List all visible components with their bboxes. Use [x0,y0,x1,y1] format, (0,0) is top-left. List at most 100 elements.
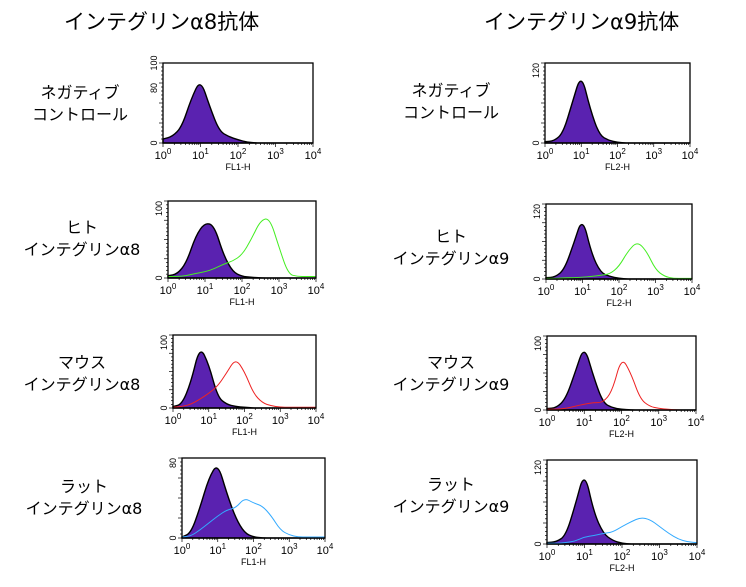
x-axis-label: FL2-H [609,563,634,573]
y-tick-label: 0 [149,140,159,145]
blue-histogram-line [547,517,698,544]
x-axis-label: FL2-H [605,162,630,172]
control-histogram-area [172,351,316,409]
x-tick-label: 100 [155,147,172,162]
histogram-a8-human: 0 100 100 101 102 103 104 FL1-H [143,193,336,319]
histogram-svg: 0 120 100 101 102 103 104 FL2-H [531,62,699,172]
x-tick-label: 104 [688,414,705,429]
y-tick-label: 100 [149,55,159,70]
x-tick-label: 104 [305,147,322,162]
y-tick-label: 0 [533,407,543,412]
x-tick-label: 101 [576,414,593,429]
histogram-a8-mouse: 0 100 100 101 102 103 104 FL1-H [148,327,336,449]
row-label-a9-human: ヒト インテグリンα9 [392,227,510,268]
x-tick-label: 104 [689,548,706,563]
histogram-a9-mouse: 0 100 100 101 102 103 104 FL2-H [522,328,716,451]
y-tick-label: 0 [531,140,541,145]
x-tick-label: 101 [574,283,591,298]
x-axis-label: FL1-H [241,557,266,567]
x-axis-label: FL2-H [609,429,634,439]
x-tick-label: 101 [197,282,214,297]
x-axis-label: FL1-H [229,297,254,307]
x-tick-label: 102 [230,147,247,162]
x-tick-label: 104 [684,283,701,298]
title-integrin-a8-antibody: インテグリンα8抗体 [64,10,260,34]
histogram-svg: 0 100 100 101 102 103 104 FL1-H [159,334,325,437]
y-tick-label: 120 [533,460,543,475]
y-tick-label: 80 [149,83,159,93]
x-tick-label: 100 [160,282,177,297]
control-histogram-area [162,84,313,144]
histogram-a9-rat: 0 120 100 101 102 103 104 FL2-H [522,452,717,585]
x-tick-label: 104 [317,542,334,557]
x-tick-label: 103 [647,283,664,298]
red-histogram-line [547,361,696,411]
control-histogram-area [167,223,316,279]
histogram-svg: 0 100 80 100 101 102 103 104 FL1-H [149,55,322,172]
y-tick-label: 100 [154,201,164,216]
x-tick-label: 103 [651,548,668,563]
histogram-a8-rat: 0 80 100 101 102 103 104 FL1-H [157,450,345,579]
x-tick-label: 101 [200,412,217,427]
x-tick-label: 100 [539,414,556,429]
row-label-a8-control: ネガティブ コントロール [31,83,129,124]
x-tick-label: 100 [538,283,555,298]
x-tick-label: 102 [614,548,631,563]
x-tick-label: 100 [174,542,191,557]
x-tick-label: 101 [573,147,590,162]
x-tick-label: 104 [682,147,699,162]
x-axis-label: FL1-H [232,427,257,437]
control-histogram-area [545,223,692,280]
x-tick-label: 100 [539,548,556,563]
row-label-a9-rat: ラット インテグリンα9 [392,475,510,516]
x-tick-label: 101 [209,542,226,557]
x-tick-label: 102 [609,147,626,162]
x-tick-label: 102 [236,412,253,427]
red-histogram-line [172,361,316,408]
x-axis-label: FL2-H [606,298,631,308]
x-tick-label: 103 [271,282,288,297]
x-tick-label: 103 [267,147,284,162]
y-tick-label: 120 [531,63,541,78]
green-histogram-line [167,218,316,277]
blue-histogram-line [181,499,325,538]
x-tick-label: 103 [272,412,289,427]
histogram-svg: 0 120 100 101 102 103 104 FL2-H [533,459,706,573]
row-label-a9-mouse: マウス インテグリンα9 [392,353,510,394]
histogram-svg: 0 120 100 101 102 103 104 FL2-H [532,203,701,308]
x-tick-label: 102 [245,542,262,557]
histogram-svg: 0 80 100 101 102 103 104 FL1-H [168,457,334,567]
row-label-a9-control: ネガティブ コントロール [402,81,500,122]
x-tick-label: 103 [281,542,298,557]
histogram-svg: 0 100 100 101 102 103 104 FL1-H [154,200,325,307]
y-tick-label: 80 [168,458,178,468]
x-tick-label: 103 [645,147,662,162]
y-tick-label: 0 [168,535,178,540]
y-tick-label: 0 [154,275,164,280]
row-label-a8-human: ヒト インテグリンα8 [23,218,141,259]
control-histogram-area [546,479,697,545]
y-tick-label: 0 [159,405,169,410]
title-integrin-a9-antibody: インテグリンα9抗体 [484,10,680,34]
control-histogram-area [544,80,690,144]
x-axis-label: FL1-H [225,162,250,172]
x-tick-label: 102 [611,283,628,298]
x-tick-label: 104 [308,412,325,427]
y-tick-label: 100 [533,336,543,351]
x-tick-label: 103 [650,414,667,429]
histogram-svg: 0 100 100 101 102 103 104 FL2-H [533,335,705,439]
green-histogram-line [545,243,692,279]
x-tick-label: 101 [192,147,209,162]
row-label-a8-rat: ラット インテグリンα8 [25,477,143,518]
x-tick-label: 100 [537,147,554,162]
x-tick-label: 104 [308,282,325,297]
x-tick-label: 102 [234,282,251,297]
y-tick-label: 0 [532,276,542,281]
histogram-a9-human: 0 120 100 101 102 103 104 FL2-H [521,196,712,320]
y-tick-label: 100 [159,335,169,350]
control-histogram-area [546,351,696,411]
x-tick-label: 101 [576,548,593,563]
y-tick-label: 120 [532,204,542,219]
row-label-a8-mouse: マウス インテグリンα8 [23,353,141,394]
